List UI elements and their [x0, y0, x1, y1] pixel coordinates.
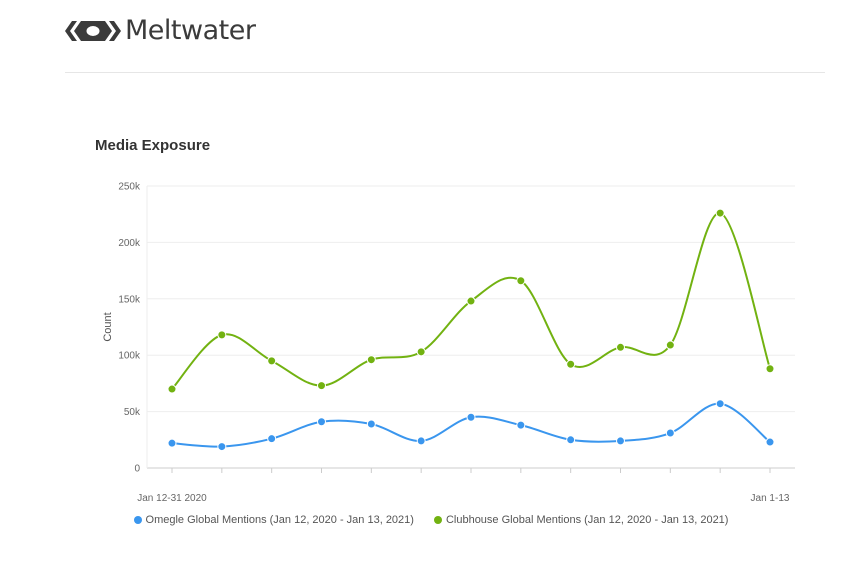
legend-label: Clubhouse Global Mentions (Jan 12, 2020 … — [445, 514, 729, 526]
data-point[interactable] — [765, 364, 775, 374]
y-tick-label: 150k — [118, 294, 141, 305]
data-point[interactable] — [516, 276, 526, 286]
x-tick-label: Jan 12-31 2020 — [137, 493, 207, 504]
chart-title: Media Exposure — [95, 137, 211, 154]
series-points — [167, 208, 775, 452]
y-tick-label: 200k — [118, 238, 141, 249]
data-point[interactable] — [217, 442, 227, 452]
data-point[interactable] — [366, 419, 376, 429]
data-point[interactable] — [566, 435, 576, 445]
data-point[interactable] — [267, 356, 277, 366]
y-tick-label: 250k — [118, 182, 141, 193]
data-point[interactable] — [317, 381, 326, 391]
data-point[interactable] — [416, 436, 426, 446]
data-point[interactable] — [715, 399, 725, 409]
series-line-1 — [171, 212, 771, 390]
y-axis-title: Count — [102, 312, 114, 341]
brand-name: Meltwater — [125, 15, 256, 46]
data-point[interactable] — [516, 420, 526, 430]
grid-lines — [146, 185, 795, 469]
y-axis: 0 50k 100k 150k 200k 250k Count — [102, 182, 141, 475]
meltwater-logo[interactable]: Meltwater — [65, 15, 256, 46]
data-point[interactable] — [616, 436, 625, 446]
data-point[interactable] — [317, 417, 326, 427]
data-point[interactable] — [765, 437, 775, 447]
data-point[interactable] — [466, 412, 476, 422]
chart-legend: Omegle Global Mentions (Jan 12, 2020 - J… — [0, 514, 862, 527]
data-point[interactable] — [267, 434, 277, 444]
data-point[interactable] — [416, 347, 426, 357]
data-point[interactable] — [217, 330, 227, 340]
legend-dot-icon — [433, 516, 442, 524]
meltwater-logo-icon — [65, 21, 121, 41]
x-tick-label: Jan 1-13 — [751, 493, 790, 504]
data-point[interactable] — [715, 208, 725, 218]
header: Meltwater — [65, 14, 825, 73]
data-point[interactable] — [665, 428, 675, 438]
data-point[interactable] — [167, 384, 177, 394]
legend-item[interactable]: Clubhouse Global Mentions (Jan 12, 2020 … — [433, 514, 729, 526]
line-chart: 0 50k 100k 150k 200k 250k Count Jan 12-31 2020… — [102, 182, 795, 504]
data-point[interactable] — [616, 342, 625, 352]
x-axis: Jan 12-31 2020 Jan 1-13 — [137, 468, 790, 504]
data-point[interactable] — [466, 296, 476, 306]
data-point[interactable] — [167, 438, 177, 448]
legend-label: Omegle Global Mentions (Jan 12, 2020 - J… — [145, 514, 414, 526]
y-tick-label: 0 — [134, 464, 140, 475]
y-tick-label: 100k — [118, 351, 141, 362]
series-line-0 — [171, 402, 771, 448]
legend-item[interactable]: Omegle Global Mentions (Jan 12, 2020 - J… — [133, 514, 414, 526]
legend-dot-icon — [133, 516, 142, 524]
data-point[interactable] — [366, 355, 376, 365]
y-tick-label: 50k — [124, 407, 141, 418]
data-point[interactable] — [566, 359, 576, 369]
data-point[interactable] — [665, 340, 675, 350]
